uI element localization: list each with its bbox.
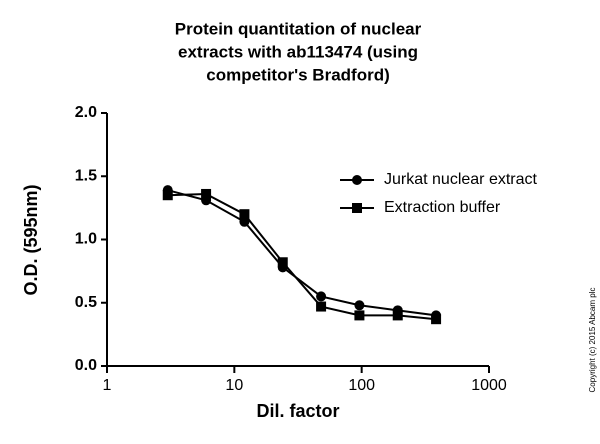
marker <box>431 314 442 325</box>
marker <box>239 216 250 227</box>
x-tick-label: 10 <box>225 377 243 394</box>
copyright: Copyright (c) 2015 Abcam plc <box>588 288 597 393</box>
y-axis-label: O.D. (595nm) <box>21 184 41 295</box>
legend-label: Extraction buffer <box>384 199 501 216</box>
legend-label: Jurkat nuclear extract <box>384 171 538 188</box>
x-axis-label: Dil. factor <box>256 401 339 421</box>
chart-title: extracts with ab113474 (using <box>178 42 418 61</box>
legend-marker <box>352 175 362 185</box>
marker <box>162 190 173 201</box>
marker <box>316 291 327 302</box>
chart-title: Protein quantitation of nuclear <box>175 19 422 38</box>
marker <box>239 209 250 220</box>
marker <box>277 257 288 268</box>
legend-marker <box>352 203 362 213</box>
marker <box>316 301 327 312</box>
x-tick-label: 100 <box>348 377 375 394</box>
series-line <box>167 192 437 321</box>
x-tick-label: 1000 <box>471 377 507 394</box>
marker <box>354 300 365 311</box>
marker <box>354 310 365 321</box>
y-tick-label: 1.0 <box>75 231 97 248</box>
marker <box>392 310 403 321</box>
marker <box>201 188 212 199</box>
chart-title: competitor's Bradford) <box>206 65 390 84</box>
y-tick-label: 0.0 <box>75 357 97 374</box>
y-tick-label: 0.5 <box>75 294 97 311</box>
y-tick-label: 2.0 <box>75 104 97 121</box>
x-tick-label: 1 <box>103 377 112 394</box>
series-line <box>167 189 437 317</box>
y-tick-label: 1.5 <box>75 167 97 184</box>
